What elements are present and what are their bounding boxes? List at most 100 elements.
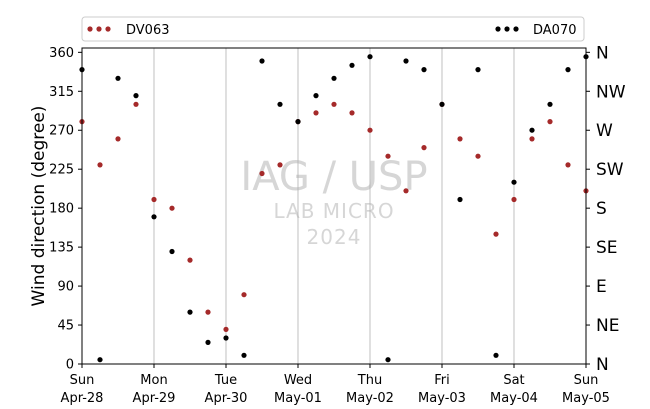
y-tick-label: 315 <box>49 85 74 100</box>
legend-marker-da070 <box>495 26 501 32</box>
dv063-point <box>421 145 427 151</box>
legend-label-dv063: DV063 <box>126 23 170 38</box>
dv063-point <box>565 162 571 168</box>
da070-point <box>169 248 175 255</box>
x-tick-day-label: Sun <box>70 373 95 388</box>
x-tick-day-label: Mon <box>140 373 167 388</box>
dv063-point <box>133 101 139 107</box>
da070-point <box>115 75 121 81</box>
da070-point <box>313 93 319 99</box>
da070-point <box>205 339 211 345</box>
dv063-point <box>259 170 265 177</box>
grid-lines <box>153 48 515 364</box>
dv063-point <box>349 110 355 116</box>
compass-label: NW <box>596 82 626 102</box>
da070-point <box>151 214 157 220</box>
dv063-point <box>277 162 283 168</box>
da070-point <box>97 357 103 363</box>
x-tick-date-label: Apr-29 <box>133 391 176 406</box>
watermark-line2: LAB MICRO <box>273 199 394 223</box>
y-tick-label: 45 <box>57 319 74 334</box>
x-tick-date-label: May-05 <box>562 391 610 406</box>
dv063-point <box>547 119 553 125</box>
dv063-point <box>475 153 481 159</box>
da070-point <box>241 352 247 358</box>
legend-label-da070: DA070 <box>533 23 577 38</box>
x-tick-day-label: Tue <box>214 373 237 388</box>
x-tick-day-label: Thu <box>357 373 382 388</box>
compass-label: W <box>596 121 613 141</box>
da070-point <box>277 101 283 107</box>
series-da070 <box>79 54 589 363</box>
dv063-point <box>367 127 373 133</box>
y-tick-label: 225 <box>49 163 74 178</box>
dv063-point <box>511 196 517 203</box>
dv063-point <box>205 309 211 315</box>
legend-marker-da070 <box>513 26 519 32</box>
compass-label: N <box>596 355 609 375</box>
dv063-point <box>151 196 157 203</box>
dv063-point <box>313 110 319 116</box>
legend-marker-dv063 <box>96 26 102 32</box>
dv063-point <box>169 205 175 211</box>
compass-label: N <box>596 43 609 63</box>
dv063-point <box>457 136 463 142</box>
watermark-line1: IAG / USP <box>240 154 427 200</box>
dv063-point <box>115 136 121 142</box>
da070-point <box>511 179 517 185</box>
legend-entry-da070: DA070 <box>495 23 577 38</box>
da070-point <box>259 58 265 64</box>
y-tick-label: 180 <box>49 202 74 217</box>
dv063-point <box>187 257 193 263</box>
plot-frame <box>81 47 587 365</box>
da070-point <box>565 67 571 73</box>
x-tick-day-label: Sun <box>574 373 599 388</box>
dv063-point <box>331 101 337 107</box>
x-tick-date-label: May-04 <box>490 391 538 406</box>
legend-box <box>81 16 585 42</box>
da070-point <box>349 62 355 68</box>
da070-point <box>403 58 409 64</box>
y-tick-label: 90 <box>57 280 74 295</box>
da070-point <box>439 101 445 107</box>
da070-point <box>529 127 535 133</box>
da070-point <box>421 67 427 73</box>
compass-label: NE <box>596 316 619 336</box>
compass-label: S <box>596 199 607 219</box>
da070-point <box>385 357 391 363</box>
legend-marker-da070 <box>504 26 510 32</box>
y-tick-label: 0 <box>66 358 74 373</box>
x-tick-date-label: Apr-28 <box>61 391 104 406</box>
da070-point <box>295 119 301 125</box>
y-axis-label: Wind direction (degree) <box>29 106 49 307</box>
dv063-point <box>223 326 229 332</box>
legend-marker-dv063 <box>87 26 93 32</box>
compass-axis: N NE E SE S SW W NW N <box>586 43 626 375</box>
da070-point <box>187 309 193 315</box>
da070-point <box>493 352 499 358</box>
da070-point <box>331 75 337 81</box>
x-tick-date-label: May-03 <box>418 391 466 406</box>
da070-point <box>223 335 229 341</box>
x-axis: Sun Apr-28 Mon Apr-29 Tue Apr-30 Wed May-01 Thu M… <box>61 364 610 406</box>
dv063-point <box>385 153 391 159</box>
compass-label: SW <box>596 160 624 180</box>
y-tick-label: 135 <box>49 241 74 256</box>
dv063-point <box>493 231 499 237</box>
dv063-point <box>529 136 535 142</box>
da070-point <box>367 54 373 60</box>
dv063-point <box>97 162 103 168</box>
watermark-line3: 2024 <box>307 225 362 249</box>
compass-label: E <box>596 277 607 297</box>
y-tick-label: 360 <box>49 46 74 61</box>
x-tick-day-label: Fri <box>434 373 450 388</box>
da070-point <box>133 93 139 99</box>
x-tick-day-label: Wed <box>284 373 312 388</box>
legend: DV063 DA070 <box>81 16 585 42</box>
da070-point <box>547 101 553 107</box>
x-tick-date-label: May-01 <box>274 391 322 406</box>
x-tick-day-label: Sat <box>503 373 524 388</box>
y-tick-label: 270 <box>49 124 74 139</box>
legend-marker-dv063 <box>105 26 111 32</box>
